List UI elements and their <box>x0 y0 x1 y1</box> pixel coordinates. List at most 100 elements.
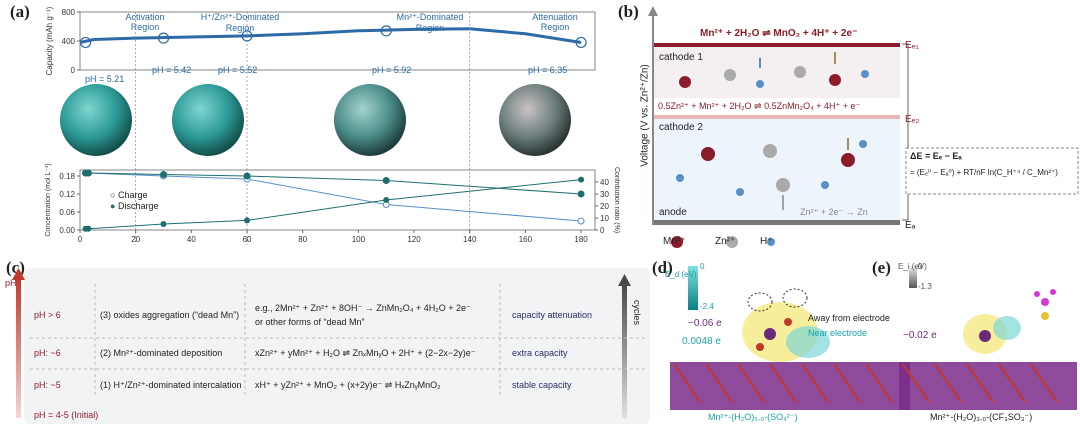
panel-c-bg <box>24 268 650 424</box>
row3-stage: (3) oxides aggregation (“dead Mn”) <box>100 310 240 320</box>
point-charge <box>577 217 585 225</box>
d-away: Away from electrode <box>808 313 890 323</box>
xtick-label: 140 <box>463 235 477 244</box>
ph-marker <box>380 25 392 37</box>
particles <box>676 52 869 210</box>
contribution-point <box>85 225 92 232</box>
legend-charge: ○ Charge <box>110 190 148 200</box>
ec2: Eₑ₂ <box>905 114 920 125</box>
sphere-mn <box>334 84 406 156</box>
right-ytick-label: 10 <box>600 214 609 223</box>
e-charge-1: −0.02 e <box>903 330 937 341</box>
d-near: Near electrode <box>808 328 868 338</box>
d-scale-bottom: -2.4 <box>700 302 714 311</box>
bottom-ytick-label: 0.00 <box>59 226 75 235</box>
xtick-label: 60 <box>243 235 252 244</box>
legend-zn: Zn²⁺ <box>715 236 736 247</box>
sphere-h-zn <box>172 84 244 156</box>
sphere-activation <box>60 84 132 156</box>
row3-effect: capacity attenuation <box>512 310 593 320</box>
xtick-label: 0 <box>78 235 83 244</box>
panel-d-structure <box>670 266 910 410</box>
xtick-label: 180 <box>574 235 588 244</box>
panel-d-label: (d) <box>652 258 673 277</box>
eq-cathode2: 0.5Zn²⁺ + Mn²⁺ + 2H₂O ⇌ 0.5ZnMn₂O₄ + 4H⁺… <box>658 101 861 111</box>
legend-discharge: ● Discharge <box>110 201 159 211</box>
b-ylabel: Voltage (V vs. Zn²⁺/Zn) <box>639 64 651 167</box>
contribution-point <box>244 217 251 224</box>
point-discharge <box>84 169 92 177</box>
c-left-axis: pH <box>5 278 17 288</box>
region-mn: Mn²⁺-Dominated Region <box>396 12 464 33</box>
d-caption: Mn²⁺-(H₂O)₆.₀-(SO₄²⁻) <box>708 412 798 422</box>
delta-e-2: = (Eₑ⁰ − Eₐ⁰) + RT/nF ln(C_H⁺⁴ / C_Mn²⁺) <box>910 168 1058 177</box>
row3-ph: pH > 6 <box>34 310 61 320</box>
ea: Eₐ <box>905 220 916 231</box>
right-ytick-label: 40 <box>600 178 609 187</box>
panel-c-arrows <box>12 268 645 418</box>
row2-reaction: xZn²⁺ + yMn²⁺ + H₂O ⇌ ZnₓMnᵧO + 2H⁺ + (2… <box>255 348 476 358</box>
series-line-charge <box>85 172 582 222</box>
bottom-ylabel-left: Concentration (mol L⁻¹) <box>45 163 52 236</box>
contribution-point <box>578 176 585 183</box>
region-h-zn: H⁺/Zn²⁺-Dominated Region <box>200 12 280 33</box>
panel-e-structure <box>899 266 1077 410</box>
ph-mark-2: pH = 5.42 <box>152 65 192 75</box>
point-discharge <box>243 172 251 180</box>
panel-e-label: (e) <box>872 258 891 277</box>
capacity-line <box>79 27 582 44</box>
d-charge-2: 0.0048 e <box>682 336 721 347</box>
ph-mark-5: pH = 6.35 <box>528 65 568 75</box>
ph-marker <box>241 30 253 42</box>
right-ytick-label: 0 <box>600 226 605 235</box>
ph-marker <box>79 36 92 49</box>
row3-reaction: e.g., 2Mn²⁺ + Zn²⁺ + 8OH⁻ → ZnMn₂O₄ + 4H… <box>255 303 471 313</box>
region-activation: Activation Region <box>125 12 165 32</box>
bottom-plot-frame <box>79 169 596 231</box>
xtick-label: 40 <box>187 235 196 244</box>
ph-marker <box>157 32 170 44</box>
ph-mark-1: pH = 5.21 <box>85 74 125 84</box>
eq-cathode1: Mn²⁺ + 2H₂O ⇌ MnO₂ + 4H⁺ + 2e⁻ <box>700 28 858 39</box>
initial-ph: pH = 4-5 (Initial) <box>34 410 99 420</box>
anode-eq: Zn²⁺ + 2e⁻ → Zn <box>800 207 868 217</box>
top-ytick-label: 800 <box>62 8 76 17</box>
top-ytick-label: 0 <box>71 66 76 75</box>
label-cathode1: cathode 1 <box>659 52 703 63</box>
sphere-images <box>60 84 571 156</box>
e-caption: Mn²⁺-(H₂O)₃.₀-(CF₃SO₃⁻) <box>930 412 1033 422</box>
row1-stage: (1) H⁺/Zn²⁺-dominated intercalation <box>100 380 242 390</box>
panel-b-diagram <box>648 6 1079 248</box>
xtick-label: 20 <box>131 235 140 244</box>
xtick-label: 120 <box>407 235 421 244</box>
right-ytick-label: 30 <box>600 190 609 199</box>
ph-mark-3: pH = 5.52 <box>218 65 258 75</box>
row1-ph: pH: ~5 <box>34 380 61 390</box>
label-cathode2: cathode 2 <box>659 122 703 133</box>
xtick-label: 100 <box>352 235 366 244</box>
ph-mark-4: pH = 5.92 <box>372 65 412 75</box>
panel-a-label: (a) <box>10 2 30 21</box>
row1-effect: stable capacity <box>512 380 572 390</box>
xtick-label: 80 <box>298 235 307 244</box>
row3-reaction2: or other forms of “dead Mn” <box>255 317 365 327</box>
point-discharge <box>160 171 168 178</box>
d-scale-unit: E_d (eV) <box>665 270 697 279</box>
label-anode: anode <box>659 207 687 218</box>
contribution-point <box>383 197 390 203</box>
region-attenuation: Attenuation Region <box>532 12 578 32</box>
bottom-ylabel-right: Contribution ratio (%) <box>613 167 620 233</box>
legend-h: H⁺ <box>760 236 773 247</box>
xtick-label: 160 <box>519 235 533 244</box>
top-ylabel: Capacity (mAh g⁻¹) <box>45 6 54 75</box>
panel-b-label: (b) <box>618 2 639 21</box>
legend-mn: Mn²⁺ <box>663 236 686 247</box>
ec1: Eₑ₁ <box>905 40 919 51</box>
e-scale-top: 0 <box>918 262 923 271</box>
bottom-ytick-label: 0.18 <box>59 172 75 181</box>
contribution-point <box>160 221 167 227</box>
top-ytick-label: 400 <box>62 37 76 46</box>
right-ytick-label: 20 <box>600 202 609 211</box>
row2-effect: extra capacity <box>512 348 568 358</box>
